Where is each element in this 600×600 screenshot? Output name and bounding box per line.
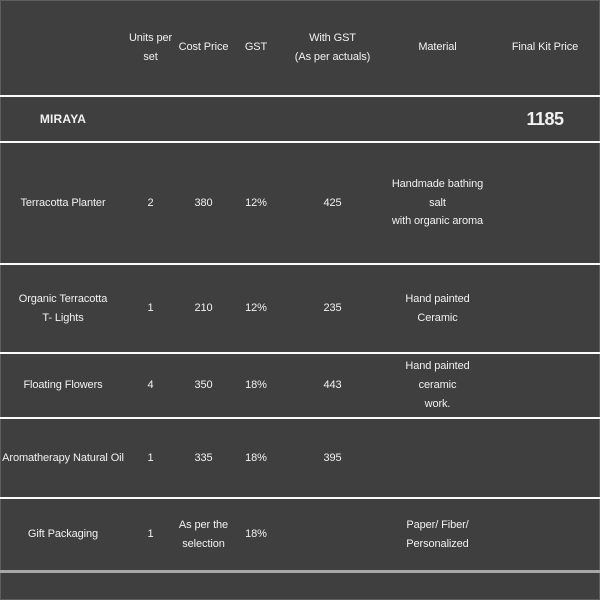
cell-product: Terracotta Planter: [20, 196, 106, 209]
header-cost-price: Cost Price: [178, 41, 229, 54]
table-row-aromatherapy-natural-oil: Aromatherapy Natural Oil 1 335 18% 395: [0, 419, 600, 499]
cell-gst: 12%: [245, 196, 267, 209]
cell-material: Paper/ Fiber/ Personalized: [406, 518, 469, 550]
cell-cost: As per the selection: [178, 518, 229, 550]
cell-with-gst: [280, 499, 385, 570]
cell-gst: 12%: [245, 302, 267, 315]
cell-gst: 18%: [245, 528, 267, 541]
cell-gst: 18%: [245, 451, 267, 464]
cell-with-gst: 425: [323, 196, 342, 209]
header-product: [0, 0, 126, 95]
cell-final: [490, 143, 600, 263]
cell-final: [490, 354, 600, 417]
header-gst: GST: [244, 41, 268, 54]
table-row-organic-terracotta-t-lights: Organic Terracotta T- Lights 1 210 12% 2…: [0, 265, 600, 354]
cell-with-gst: 395: [323, 451, 342, 464]
header-final-kit-price: Final Kit Price: [511, 41, 579, 54]
table-row-terracotta-planter: Terracotta Planter 2 380 12% 425 Handmad…: [0, 143, 600, 265]
header-material: Material: [418, 41, 457, 54]
cell-units: 1: [147, 451, 154, 464]
cell-cost: 210: [194, 302, 213, 315]
cell-product: Aromatherapy Natural Oil: [2, 451, 124, 464]
cell-product: Organic Terracotta T- Lights: [18, 292, 108, 324]
cell-product: Gift Packaging: [27, 528, 99, 541]
cell-units: 2: [147, 196, 154, 209]
cell-final: [490, 499, 600, 570]
header-units-per-set: Units per set: [128, 31, 173, 63]
kit-final-price: 1185: [526, 108, 564, 129]
cell-units: 1: [147, 302, 154, 315]
table-header-row: Units per set Cost Price GST With GST (A…: [0, 0, 600, 97]
cell-cost: 380: [194, 196, 213, 209]
header-with-gst: With GST (As per actuals): [294, 31, 371, 63]
cell-with-gst: 443: [323, 379, 342, 392]
cell-material: Hand painted ceramic work.: [405, 360, 470, 410]
cell-gst: 18%: [245, 379, 267, 392]
cell-final: [490, 419, 600, 497]
table-row-floating-flowers: Floating Flowers 4 350 18% 443 Hand pain…: [0, 354, 600, 419]
cell-with-gst: 235: [323, 302, 342, 315]
kit-summary-row: MIRAYA 1185: [0, 97, 600, 143]
cell-product: Floating Flowers: [23, 379, 103, 392]
cell-final: [490, 265, 600, 352]
table-row-gift-packaging: Gift Packaging 1 As per the selection 18…: [0, 499, 600, 573]
cell-units: 4: [147, 379, 154, 392]
cell-material: [385, 419, 490, 497]
cell-cost: 335: [194, 451, 213, 464]
table-footer-empty-row: [0, 573, 600, 600]
kit-row-spacer: [126, 97, 490, 141]
kit-name: MIRAYA: [39, 111, 87, 126]
cell-material: Hand painted Ceramic: [405, 292, 470, 324]
cell-cost: 350: [194, 379, 213, 392]
cell-units: 1: [147, 528, 154, 541]
cell-material: Handmade bathing salt with organic aroma: [391, 177, 484, 228]
